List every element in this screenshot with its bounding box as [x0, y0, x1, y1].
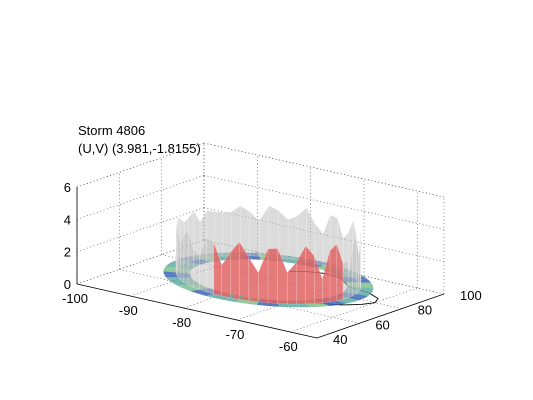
y-tick-label: 80: [418, 303, 432, 318]
surface-wall-segment: [183, 229, 189, 286]
surface-wall-segment: [329, 243, 338, 303]
surface-wall-segment: [352, 236, 357, 297]
y-tick-label: 60: [375, 317, 389, 332]
x-tick-label: -60: [279, 339, 298, 354]
tick-labels: -100 -90 -80 -70 -60 40 60 80 100 0 2 4 6: [62, 180, 482, 354]
surface-wall-segment: [278, 209, 289, 260]
surface-wall-segment: [314, 223, 324, 267]
surface-wall-segment: [230, 241, 240, 300]
grid-line: [76, 207, 205, 252]
x-axis-line: [76, 283, 318, 339]
x-tick-label: -100: [62, 291, 88, 306]
surface-wall-segment: [286, 261, 297, 305]
surface-wall-segment: [305, 245, 315, 305]
surface-wall-segment: [222, 211, 232, 257]
surface-band-segment: [215, 293, 237, 301]
y-tick-label: 100: [460, 288, 482, 303]
x-tick-label: -80: [172, 315, 191, 330]
surface-wall-segment: [180, 235, 185, 283]
grid-line: [203, 142, 445, 198]
z-tick-label: 4: [64, 212, 71, 227]
z-tick-label: 6: [64, 180, 71, 195]
surface-wall-segment: [193, 248, 200, 291]
grid-line: [290, 287, 418, 333]
y-axis-line: [316, 293, 445, 339]
storm-annotation-uv: (U,V) (3.981,-1.8155): [78, 141, 201, 156]
surface-wall-segment: [355, 236, 359, 295]
x-tick-label: -70: [226, 327, 245, 342]
y-tick-label: 40: [333, 332, 347, 347]
surface-wall-segment: [342, 260, 349, 300]
z-tick-label: 2: [64, 245, 71, 260]
grid-line: [76, 175, 205, 220]
storm-surface: [163, 204, 374, 308]
storm-annotation-title: Storm 4806: [78, 123, 146, 138]
surface-wall-segment: [267, 248, 278, 304]
surface-wall-segment: [248, 256, 259, 303]
surface-wall-segment: [249, 211, 260, 257]
axes: [76, 187, 445, 339]
grid-line: [76, 142, 205, 188]
surface-wall-segment: [258, 204, 270, 258]
grid-line: [203, 175, 445, 230]
surface-wall-segment: [221, 251, 231, 299]
surface-wall-segment: [287, 215, 298, 261]
z-tick-label: 0: [64, 277, 71, 292]
x-tick-label: -90: [119, 303, 138, 318]
surface-wall-segment: [206, 236, 215, 295]
